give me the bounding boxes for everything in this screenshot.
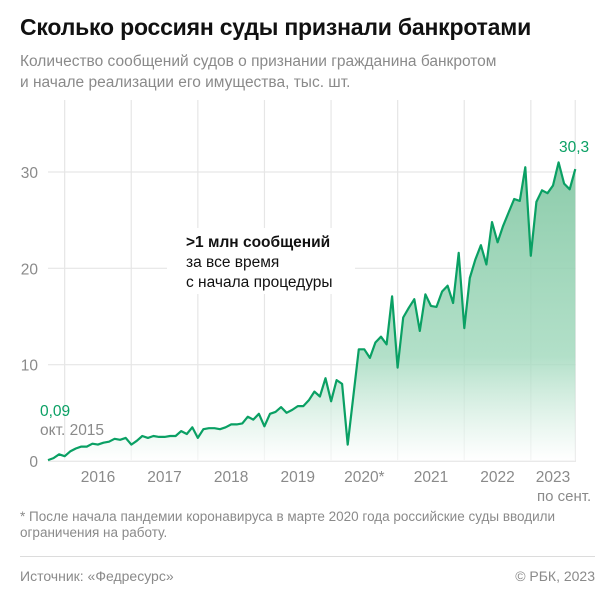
y-tick-label: 10 bbox=[21, 358, 39, 375]
annotation-bold: >1 млн сообщений bbox=[186, 234, 330, 251]
x-tick-label: 2018 bbox=[214, 469, 248, 486]
y-tick-label: 0 bbox=[29, 454, 38, 471]
chart-subtitle-line2: и начале реализации его имущества, тыс. … bbox=[20, 74, 351, 91]
y-tick-label: 30 bbox=[21, 165, 39, 182]
chart-subtitle-line1: Количество сообщений судов о признании г… bbox=[20, 53, 497, 70]
annotation-line3: с начала процедуры bbox=[186, 274, 333, 291]
x-tick-sublabel: по сент. bbox=[537, 488, 591, 505]
footnote-line2: ограничения на работу. bbox=[20, 525, 168, 540]
chart-title: Сколько россиян суды признали банкротами bbox=[20, 14, 532, 40]
x-tick-label: 2022 bbox=[480, 469, 514, 486]
divider bbox=[20, 556, 595, 557]
x-tick-label: 2023 bbox=[536, 469, 570, 486]
start-value-label: 0,09 bbox=[40, 403, 70, 420]
series-line bbox=[47, 161, 577, 462]
x-tick-label: 2016 bbox=[81, 469, 115, 486]
x-tick-label: 2021 bbox=[414, 469, 448, 486]
end-value-label: 30,3 bbox=[559, 139, 589, 156]
area-fill bbox=[48, 162, 576, 461]
x-tick-label: 2020* bbox=[344, 469, 385, 486]
x-tick-label: 2017 bbox=[147, 469, 181, 486]
source: Источник: «Федресурс» bbox=[20, 568, 174, 584]
annotation-line2: за все время bbox=[186, 254, 279, 271]
copyright: © РБК, 2023 bbox=[515, 568, 595, 584]
start-date-label: окт. 2015 bbox=[40, 422, 104, 439]
x-tick-label: 2019 bbox=[281, 469, 315, 486]
y-tick-label: 20 bbox=[21, 261, 39, 278]
annotation-box bbox=[167, 228, 355, 294]
footnote-line1: * После начала пандемии коронавируса в м… bbox=[20, 509, 556, 524]
